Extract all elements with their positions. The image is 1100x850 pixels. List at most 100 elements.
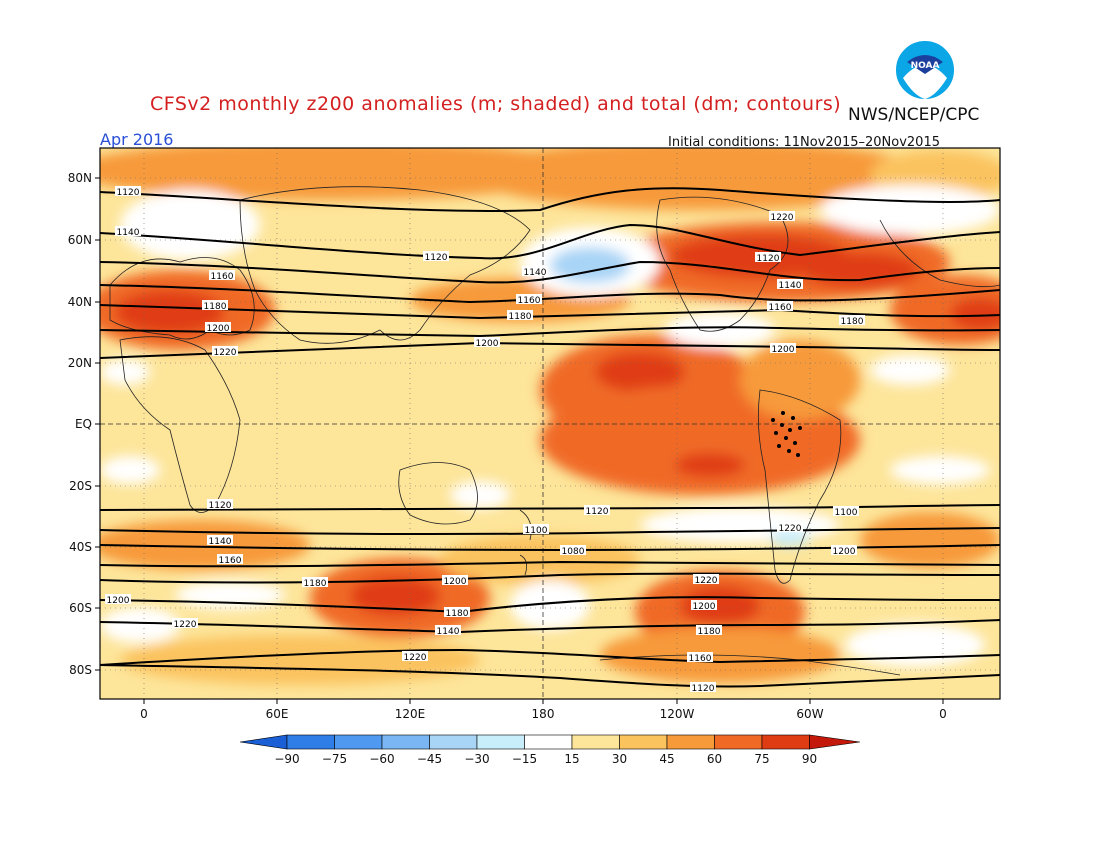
- contour-label-bg: [115, 186, 141, 196]
- contour-label-bg: [777, 522, 803, 532]
- contour-label-bg: [687, 652, 713, 662]
- contour-label: 1220: [174, 620, 197, 630]
- contour-label: 1140: [437, 627, 460, 637]
- contour-label: 1120: [692, 684, 715, 694]
- lat-label: 80S: [69, 663, 92, 677]
- colorbar-swatch: [476, 734, 525, 750]
- contour-label-bg: [202, 300, 228, 310]
- contour-label: 1120: [117, 188, 140, 198]
- axis-tick-marks: [95, 177, 944, 704]
- contour-label-bg: [172, 618, 198, 628]
- lat-label: 60N: [68, 233, 92, 247]
- colorbar-arrow-low: [239, 734, 288, 750]
- colorbar-tick-label: −75: [322, 752, 347, 766]
- reference-lines: [100, 148, 1000, 699]
- contour-label-bg: [839, 315, 865, 325]
- contour-label-bg: [212, 346, 238, 356]
- contour-label: 1200: [833, 547, 856, 557]
- colorbar-tick-label: −30: [464, 752, 489, 766]
- lon-label: 0: [140, 707, 148, 721]
- colorbar-swatch: [761, 734, 810, 750]
- contour-label-bg: [435, 625, 461, 635]
- colorbar-swatch: [714, 734, 763, 750]
- contour-label: 1180: [304, 579, 327, 589]
- contour-label: 1100: [525, 526, 548, 536]
- colorbar-tick-label: 90: [802, 752, 817, 766]
- contour-label-bg: [205, 322, 231, 332]
- lon-label: 120W: [660, 707, 695, 721]
- height-contours: [100, 187, 1000, 688]
- lat-label: EQ: [75, 417, 92, 431]
- colorbar-swatch: [666, 734, 715, 750]
- contour-label: 1140: [117, 228, 140, 238]
- colorbar-swatch: [334, 734, 383, 750]
- lon-label: 60W: [796, 707, 823, 721]
- lat-label: 20S: [69, 479, 92, 493]
- noaa-logo: NOAA: [894, 39, 956, 101]
- contour-label-bg: [423, 251, 449, 261]
- contour-label: 1160: [769, 303, 792, 313]
- colorbar-swatch: [571, 734, 620, 750]
- contour-label-bg: [105, 594, 131, 604]
- contour-label-bg: [777, 279, 803, 289]
- longitude-labels: 0 60E 120E 180 120W 60W 0: [140, 707, 947, 721]
- colorbar-tick-label: −15: [512, 752, 537, 766]
- colorbar-swatch: [524, 734, 573, 750]
- colorbar-swatch: [381, 734, 430, 750]
- contour-label: 1120: [209, 501, 232, 511]
- contour-label: 1120: [757, 254, 780, 264]
- contour-label: 1220: [779, 524, 802, 534]
- coastlines: [109, 186, 1000, 676]
- contour-label: 1180: [509, 312, 532, 322]
- contour-label-bg: [584, 505, 610, 515]
- contour-label: 1220: [771, 213, 794, 223]
- contour-label-bg: [696, 625, 722, 635]
- colorbar-tick-label: 45: [659, 752, 674, 766]
- contour-label: 1200: [444, 577, 467, 587]
- svg-text:NOAA: NOAA: [911, 61, 940, 71]
- colorbar-tick-label: −45: [417, 752, 442, 766]
- contour-label: 1180: [841, 317, 864, 327]
- contour-label-bg: [691, 600, 717, 610]
- latitude-labels: 80N 60N 40N 20N EQ 20S 40S 60S 80S: [68, 171, 92, 677]
- figure-title: CFSv2 monthly z200 anomalies (m; shaded)…: [150, 93, 841, 115]
- contour-label-bg: [767, 301, 793, 311]
- contour-label-bg: [402, 651, 428, 661]
- lat-label: 60S: [69, 601, 92, 615]
- lon-label: 60E: [266, 707, 289, 721]
- contour-label-bg: [770, 343, 796, 353]
- contour-label: 1200: [207, 324, 230, 334]
- contour-label: 1180: [446, 609, 469, 619]
- colorbar-swatch: [286, 734, 335, 750]
- contour-label-bg: [831, 545, 857, 555]
- stipple-marks: [771, 411, 802, 457]
- lon-label: 0: [939, 707, 947, 721]
- contour-label: 1140: [524, 268, 547, 278]
- colorbar-tick-label: 30: [612, 752, 627, 766]
- contour-label: 1160: [689, 654, 712, 664]
- contour-label: 1180: [698, 627, 721, 637]
- initial-conditions-label: Initial conditions: 11Nov2015–20Nov2015: [668, 135, 940, 150]
- lon-label: 180: [532, 707, 555, 721]
- colorbar-arrow-high: [809, 734, 861, 750]
- lat-label: 40S: [69, 540, 92, 554]
- contour-label: 1220: [404, 653, 427, 663]
- contour-labels: 1120 1140 1160 1180 1200 1220 1120 1140 1160 1180…: [105, 186, 865, 694]
- lon-label: 120E: [395, 707, 426, 721]
- contour-label: 1200: [476, 339, 499, 349]
- contour-label-bg: [115, 226, 141, 236]
- contour-label: 1200: [693, 602, 716, 612]
- contour-label: 1200: [772, 345, 795, 355]
- contour-label-bg: [833, 506, 859, 516]
- colorbar-tick-label: −60: [369, 752, 394, 766]
- contour-label-bg: [207, 535, 233, 545]
- contour-label-bg: [690, 682, 716, 692]
- contour-label-bg: [442, 575, 468, 585]
- contour-label: 1160: [518, 296, 541, 306]
- contour-label-bg: [302, 577, 328, 587]
- contour-label-bg: [755, 252, 781, 262]
- contour-label-bg: [209, 270, 235, 280]
- contour-label-bg: [693, 574, 719, 584]
- contour-label-bg: [523, 524, 549, 534]
